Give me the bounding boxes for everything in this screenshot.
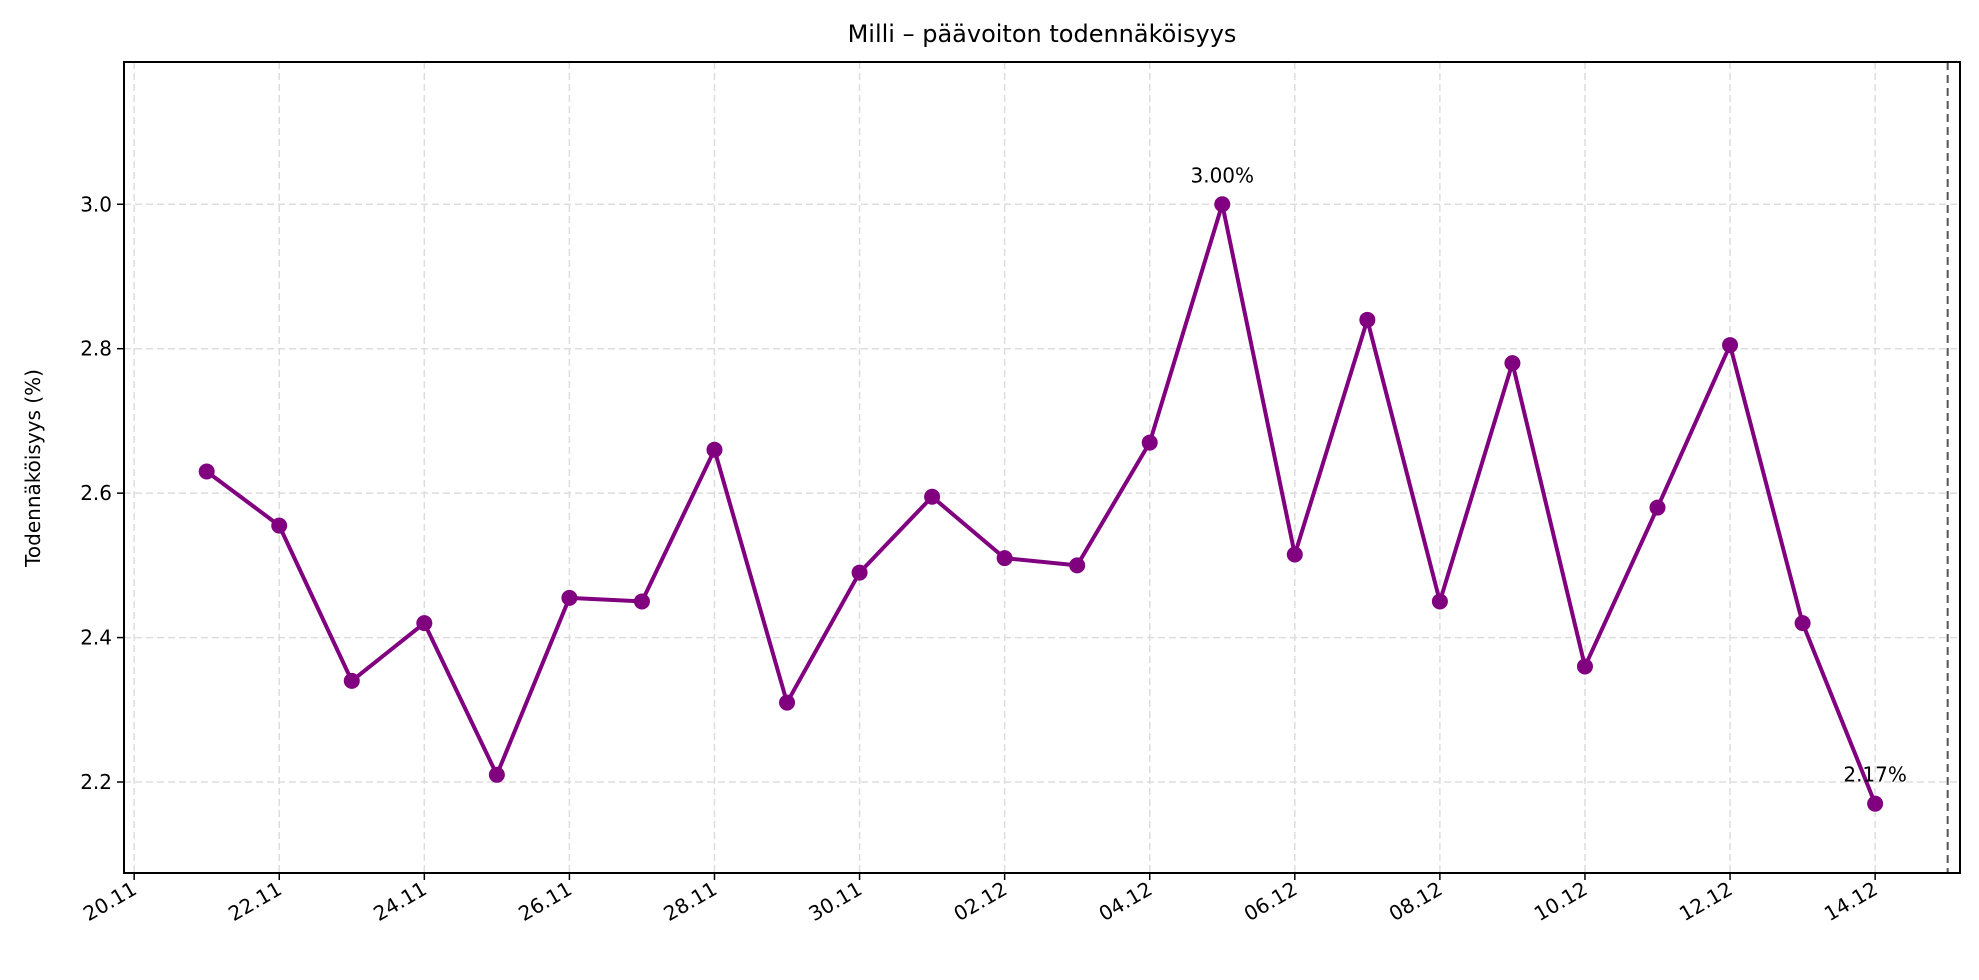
y-tick-label: 2.2 xyxy=(80,770,112,794)
data-point-marker xyxy=(1214,196,1231,213)
data-point-marker xyxy=(996,550,1013,567)
data-point-marker xyxy=(1867,795,1884,812)
x-tick-label: 28.11 xyxy=(659,877,721,926)
data-point-marker xyxy=(779,694,796,711)
x-tick-label: 10.12 xyxy=(1530,877,1592,926)
y-tick-label: 2.6 xyxy=(80,481,112,505)
data-point-marker xyxy=(1576,658,1593,675)
y-tick-label: 2.8 xyxy=(80,337,112,361)
x-tick-label: 26.11 xyxy=(514,877,576,926)
value-annotation: 2.17% xyxy=(1843,763,1907,787)
data-point-marker xyxy=(271,517,288,534)
annotations: 3.00% 2.17% xyxy=(1190,163,1906,786)
x-tick-label: 24.11 xyxy=(369,877,431,926)
x-tick-label: 14.12 xyxy=(1820,877,1882,926)
grid-lines xyxy=(124,62,1960,873)
x-tick-label: 12.12 xyxy=(1675,877,1737,926)
data-point-marker xyxy=(561,589,578,606)
x-tick-label: 02.12 xyxy=(950,877,1012,926)
x-axis-ticks: 20.11 22.11 24.11 26.11 28.11 30.11 02.12 04.12… xyxy=(79,873,1882,926)
y-axis-label: Todennäköisyys (%) xyxy=(21,369,45,568)
y-tick-label: 3.0 xyxy=(80,192,112,216)
y-tick-label: 2.4 xyxy=(80,626,112,650)
data-point-marker xyxy=(1649,499,1666,516)
data-point-marker xyxy=(343,672,360,689)
data-point-marker xyxy=(1722,337,1739,354)
x-tick-label: 08.12 xyxy=(1385,877,1447,926)
data-point-marker xyxy=(1794,615,1811,632)
data-series xyxy=(198,196,1884,812)
data-point-marker xyxy=(1504,355,1521,372)
data-point-marker xyxy=(1069,557,1086,574)
axes-frame xyxy=(123,61,1961,874)
x-tick-label: 06.12 xyxy=(1240,877,1302,926)
y-axis-ticks: 2.2 2.4 2.6 2.8 3.0 xyxy=(80,192,124,794)
x-tick-label: 04.12 xyxy=(1095,877,1157,926)
data-point-marker xyxy=(416,615,433,632)
data-point-marker xyxy=(488,766,505,783)
x-tick-label: 20.11 xyxy=(79,877,141,926)
data-point-marker xyxy=(198,463,215,480)
x-tick-label: 30.11 xyxy=(804,877,866,926)
data-point-marker xyxy=(1286,546,1303,563)
data-point-marker xyxy=(924,488,941,505)
data-point-marker xyxy=(851,564,868,581)
data-point-marker xyxy=(1431,593,1448,610)
value-annotation: 3.00% xyxy=(1190,163,1254,187)
series-line xyxy=(205,202,1877,805)
data-point-marker xyxy=(633,593,650,610)
chart-title: Milli – päävoiton todennäköisyys xyxy=(848,20,1237,48)
data-point-marker xyxy=(1141,434,1158,451)
data-point-marker xyxy=(706,441,723,458)
data-point-marker xyxy=(1359,311,1376,328)
x-tick-label: 22.11 xyxy=(224,877,286,926)
